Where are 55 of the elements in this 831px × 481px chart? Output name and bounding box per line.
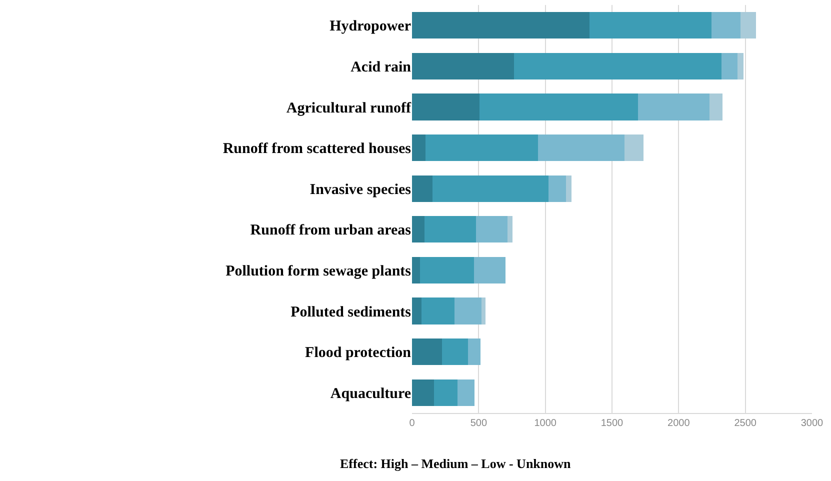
bar bbox=[454, 298, 482, 324]
bar bbox=[425, 134, 538, 162]
x-tick-label: 2000 bbox=[668, 418, 690, 429]
bar bbox=[474, 256, 506, 284]
bar bbox=[740, 12, 756, 39]
bar bbox=[468, 338, 481, 366]
y-tick-label: Acid rain bbox=[350, 59, 412, 76]
bar bbox=[548, 175, 566, 202]
bar bbox=[737, 52, 744, 80]
bar bbox=[412, 338, 442, 366]
bar bbox=[589, 12, 712, 39]
y-tick-label: Invasive species bbox=[310, 182, 412, 198]
y-tick-label: Pollution form sewage plants bbox=[226, 263, 412, 280]
x-tick-label: 0 bbox=[409, 418, 416, 429]
y-tick-label: Aquaculture bbox=[330, 386, 412, 402]
bar bbox=[412, 175, 433, 202]
bar bbox=[481, 298, 486, 324]
bar bbox=[424, 216, 476, 243]
x-tick-label: 3000 bbox=[800, 418, 824, 429]
bar bbox=[412, 94, 480, 120]
x-tick-label: 500 bbox=[470, 418, 488, 429]
bar bbox=[514, 52, 722, 80]
bar bbox=[709, 94, 723, 120]
bar bbox=[420, 256, 474, 284]
bar bbox=[412, 298, 422, 324]
bar bbox=[721, 52, 738, 80]
bar bbox=[476, 216, 508, 243]
bar bbox=[432, 175, 549, 202]
bar bbox=[412, 134, 426, 162]
y-tick-label: Hydropower bbox=[330, 18, 412, 35]
bar bbox=[412, 52, 514, 80]
x-tick-label: 1000 bbox=[534, 418, 557, 429]
bar bbox=[638, 94, 710, 120]
x-tick-label: 2500 bbox=[734, 418, 757, 429]
y-tick-label: Runoff from scattered houses bbox=[222, 141, 412, 158]
bar bbox=[412, 216, 425, 243]
bar bbox=[412, 256, 420, 284]
y-tick-label: Runoff from urban areas bbox=[250, 222, 412, 239]
bar bbox=[434, 379, 458, 406]
x-axis-title: Effect: High – Medium – Low - Unknown bbox=[340, 456, 572, 471]
bar bbox=[442, 338, 468, 366]
y-tick-label: Flood protection bbox=[305, 345, 412, 362]
x-tick-label: 1500 bbox=[600, 418, 624, 429]
bar bbox=[412, 12, 590, 39]
bar bbox=[538, 134, 625, 162]
bar bbox=[566, 175, 572, 202]
bar bbox=[421, 298, 455, 324]
bar bbox=[457, 379, 475, 406]
bar bbox=[624, 134, 644, 162]
bar bbox=[479, 94, 638, 120]
y-tick-label: Polluted sediments bbox=[290, 304, 412, 320]
bar bbox=[507, 216, 513, 243]
y-tick-label: Agricultural runoff bbox=[286, 100, 412, 116]
bar bbox=[412, 379, 434, 406]
bar bbox=[711, 12, 741, 39]
